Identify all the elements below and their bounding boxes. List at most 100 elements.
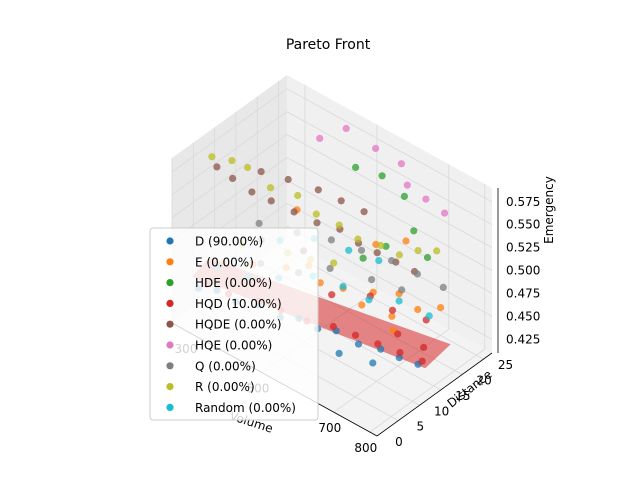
grid-line-z: [171, 134, 493, 248]
data-point-series-1: [414, 305, 422, 314]
legend-label: E (0.00%): [195, 255, 254, 269]
data-point-series-1: [402, 237, 410, 245]
z-tick-label: 0.550: [506, 218, 540, 232]
data-point-series-3: [351, 331, 360, 339]
data-point-series-4: [313, 219, 321, 227]
grid-line-z: [171, 157, 493, 271]
data-point-series-8: [345, 246, 353, 254]
data-point-series-0: [335, 349, 343, 357]
data-point-series-8: [365, 296, 373, 304]
legend-marker: [166, 362, 174, 370]
data-point-series-4: [267, 197, 275, 205]
legend-label: HQD (10.00%): [195, 297, 282, 311]
data-point-series-3: [374, 340, 382, 348]
y-tick-label: 20: [477, 374, 492, 388]
data-point-series-4: [257, 168, 265, 176]
legend-label: HQE (0.00%): [195, 339, 272, 353]
data-point-series-2: [352, 163, 360, 171]
data-point-series-8: [425, 312, 433, 320]
y-tick-label: 15: [455, 389, 470, 403]
data-point-series-4: [290, 208, 298, 216]
legend-marker: [166, 341, 174, 349]
data-point-series-5: [372, 144, 380, 152]
data-point-series-6: [255, 219, 263, 227]
legend-label: HDE (0.00%): [195, 276, 272, 290]
data-point-series-3: [394, 330, 402, 338]
data-point-series-2: [378, 172, 386, 180]
y-tick-label: 0: [395, 435, 403, 449]
legend-marker: [166, 383, 174, 391]
data-point-series-0: [354, 340, 363, 348]
legend-box: [149, 227, 319, 421]
data-point-series-7: [395, 251, 403, 259]
data-point-series-7: [414, 247, 422, 255]
data-point-series-6: [357, 246, 366, 254]
data-point-series-5: [342, 124, 350, 133]
legend-marker: [166, 403, 174, 411]
data-point-series-1: [388, 312, 396, 320]
data-point-series-5: [441, 209, 449, 217]
data-point-series-1: [437, 304, 445, 312]
legend-label: R (0.00%): [195, 380, 255, 394]
z-axis-label: Emergency: [542, 176, 556, 244]
data-point-series-2: [359, 254, 367, 262]
data-point-series-4: [360, 208, 368, 216]
data-point-series-7: [377, 241, 385, 250]
data-point-series-3: [418, 357, 426, 365]
legend-label: D (90.00%): [195, 235, 263, 249]
data-point-series-5: [422, 195, 430, 203]
data-point-series-7: [312, 210, 320, 218]
data-point-series-7: [433, 247, 441, 255]
z-tick-label: 0.425: [506, 332, 540, 346]
data-point-series-6: [388, 257, 396, 265]
data-point-series-2: [410, 227, 418, 235]
z-tick-label: 0.475: [506, 286, 540, 300]
legend-label: HQDE (0.00%): [195, 318, 282, 332]
y-tick-label: 25: [498, 358, 513, 372]
legend-label: Random (0.00%): [195, 401, 296, 415]
legend-marker: [166, 258, 174, 266]
data-point-series-6: [327, 236, 335, 244]
tick-labels: 30050070080005101520250.4250.4500.4750.5…: [175, 195, 541, 455]
data-point-series-7: [208, 153, 216, 161]
z-tick-label: 0.500: [506, 264, 540, 278]
data-point-series-5: [403, 181, 411, 189]
data-point-series-4: [373, 249, 381, 257]
legend-label: Q (0.00%): [195, 359, 256, 373]
data-point-series-4: [213, 163, 221, 171]
data-point-series-6: [368, 276, 376, 284]
data-point-series-7: [330, 259, 338, 267]
grid-line-z: [171, 88, 493, 203]
data-point-series-5: [316, 134, 324, 142]
legend-marker: [166, 279, 174, 287]
y-tick-label: 10: [434, 404, 449, 418]
data-points: [194, 124, 449, 368]
z-tick-label: 0.575: [506, 195, 540, 209]
x-tick-label: 700: [318, 421, 341, 435]
data-point-series-2: [423, 253, 432, 262]
y-tick-label: 5: [416, 420, 424, 434]
y-axis-line: [376, 352, 493, 437]
data-point-series-3: [328, 291, 336, 299]
data-point-series-7: [244, 163, 252, 172]
data-point-series-6: [398, 286, 406, 294]
data-point-series-4: [284, 175, 292, 184]
grid-line-x: [369, 184, 486, 433]
data-point-series-6: [326, 264, 334, 272]
z-tick-label: 0.525: [506, 241, 540, 255]
data-point-series-8: [339, 282, 347, 290]
data-point-series-4: [229, 174, 237, 182]
data-point-series-6: [413, 270, 421, 278]
data-point-series-4: [337, 197, 345, 205]
data-point-series-8: [375, 257, 383, 265]
grid-line-z: [171, 111, 493, 226]
data-point-series-7: [266, 184, 275, 192]
x-tick-label: 800: [354, 441, 377, 455]
data-point-series-5: [397, 160, 405, 168]
data-point-series-7: [335, 221, 343, 229]
data-point-series-7: [294, 191, 302, 200]
data-point-series-8: [395, 297, 403, 305]
data-point-series-3: [396, 348, 404, 357]
data-point-series-2: [400, 192, 408, 200]
